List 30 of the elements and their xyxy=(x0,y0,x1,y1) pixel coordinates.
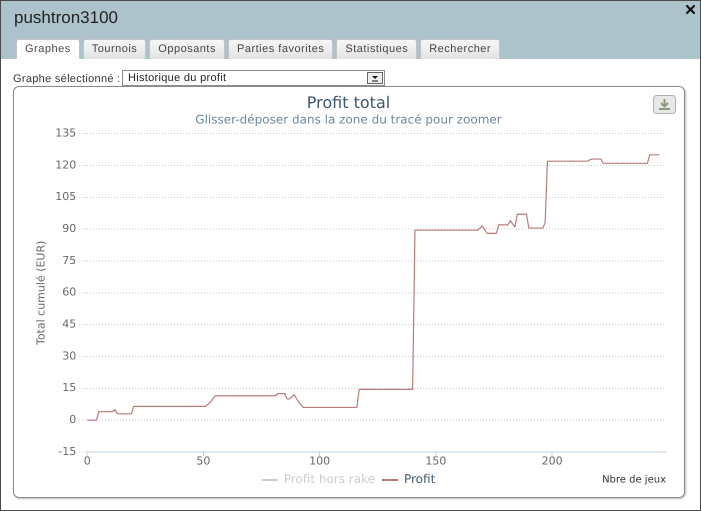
x-tick-label: 200 xyxy=(542,454,563,468)
y-tick-label: 15 xyxy=(62,381,76,394)
y-tick-label: 60 xyxy=(62,286,76,299)
legend-label: Profit xyxy=(404,472,436,486)
text: Rechercher xyxy=(429,42,492,56)
y-tick-label: 90 xyxy=(62,222,76,235)
x-axis-title: Nbre de jeux xyxy=(602,474,666,486)
text: Tournois xyxy=(92,42,138,56)
chart-title: Profit total xyxy=(306,92,390,112)
y-axis-title: Total cumulé (EUR) xyxy=(34,240,48,346)
y-tick-label: 45 xyxy=(62,318,76,330)
y-tick-label: 120 xyxy=(55,158,76,172)
y-tick-label: 75 xyxy=(62,254,76,267)
text: Opposants xyxy=(158,42,216,56)
x-tick-label: 50 xyxy=(196,454,210,468)
text: pushtron3100 xyxy=(14,8,118,28)
x-tick-label: 150 xyxy=(425,454,446,468)
dropdown-field: Historique du profit xyxy=(122,70,385,86)
chart-subtitle: Glisser-déposer dans la zone du tracé pour zoomer xyxy=(195,112,502,127)
y-tick-label: 135 xyxy=(55,126,76,140)
x-tick-label: 100 xyxy=(309,454,330,468)
y-tick-label: 30 xyxy=(62,349,76,362)
text: Graphes xyxy=(25,42,71,56)
text: Parties favorites xyxy=(236,42,324,56)
y-tick-label: -15 xyxy=(58,444,76,458)
text: Statistiques xyxy=(345,42,408,56)
x-tick-label: 0 xyxy=(84,454,91,468)
y-tick-label: 105 xyxy=(55,190,76,204)
y-tick-label: 0 xyxy=(69,413,76,426)
text: Graphe sélectionné : xyxy=(13,72,121,87)
